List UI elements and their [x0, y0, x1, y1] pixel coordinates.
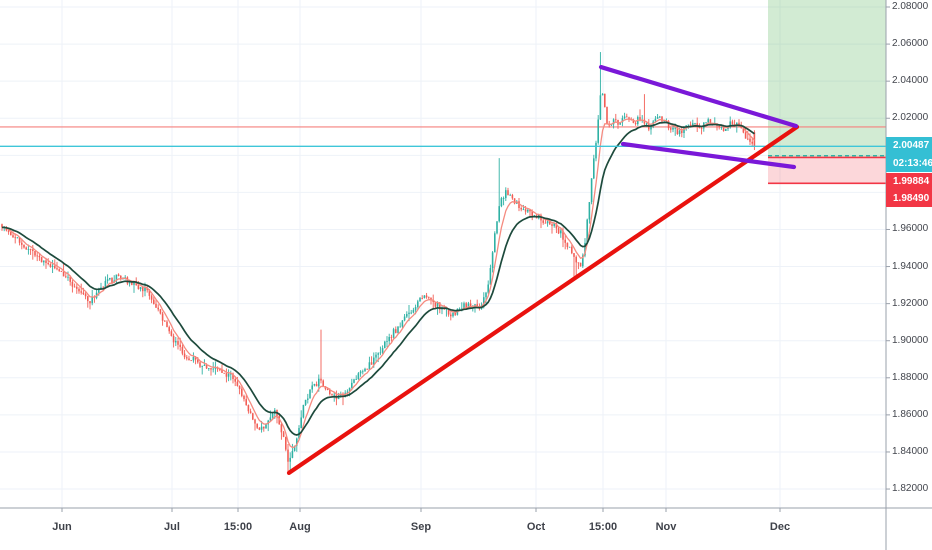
pennant-upper-trendline: [598, 64, 799, 129]
bar-countdown-badge: 02:13:46: [886, 154, 932, 172]
level-badge-1: 1.99884: [886, 172, 932, 190]
stop-zone-red: [768, 157, 886, 184]
projection-zones: [768, 0, 886, 185]
level-badge-2: 1.98490: [886, 190, 932, 207]
pennant-lower-trendline: [620, 141, 797, 170]
trendlines-layer: [286, 64, 800, 476]
ema-slow-line: [1, 121, 755, 436]
grid-layer: [0, 0, 886, 508]
last-price-badge: 2.00487: [886, 137, 932, 155]
ema-fast-line: [1, 118, 755, 449]
support-trendline: [286, 124, 800, 476]
